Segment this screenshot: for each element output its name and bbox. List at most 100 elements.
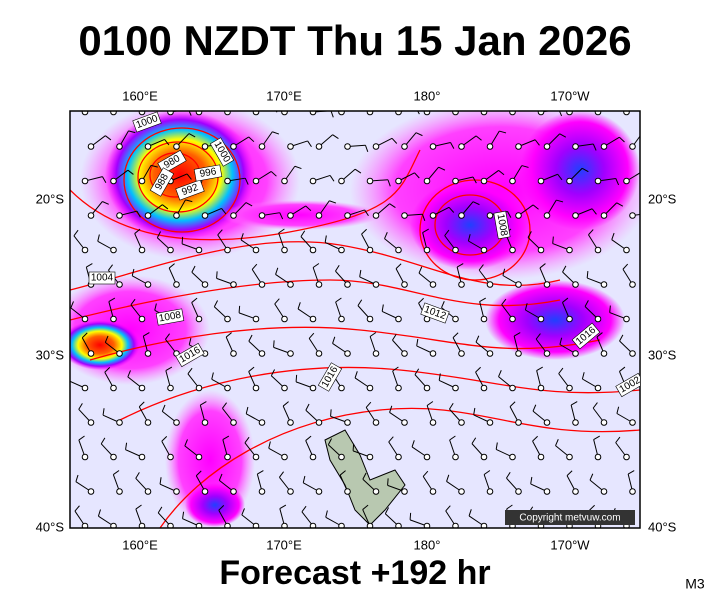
wind-barb-tick bbox=[581, 167, 589, 173]
wind-barb-tick bbox=[422, 228, 429, 233]
wind-station bbox=[230, 281, 237, 288]
wind-station bbox=[594, 177, 602, 185]
wind-barb-tick bbox=[188, 133, 196, 138]
wind-barb-tick bbox=[94, 96, 101, 98]
copyright: Copyright metvuw.com bbox=[519, 513, 620, 524]
wind-station bbox=[173, 419, 180, 426]
wind-station bbox=[629, 281, 636, 288]
wind-station bbox=[366, 522, 374, 528]
wind-barb-tick bbox=[499, 130, 507, 134]
title: 0100 NZDT Thu 15 Jan 2026 bbox=[78, 17, 631, 64]
wind-barb-tick bbox=[305, 403, 310, 411]
wind-station bbox=[258, 488, 266, 495]
wind-station bbox=[230, 143, 237, 150]
wind-barb-tick bbox=[616, 406, 620, 414]
wind-station bbox=[167, 453, 174, 461]
wind-station bbox=[452, 177, 459, 185]
wind-station bbox=[395, 246, 402, 254]
isobar-label: 1004 bbox=[88, 271, 116, 285]
isobar-label-box bbox=[420, 302, 450, 324]
wind-barb-tick bbox=[506, 504, 513, 510]
wind-station bbox=[309, 522, 317, 528]
wind-barb-tick bbox=[302, 475, 306, 483]
wind-station bbox=[224, 453, 231, 461]
wind-barb-tick bbox=[609, 305, 611, 313]
wind-barb-tick bbox=[592, 402, 598, 409]
wind-barb-tick bbox=[297, 302, 301, 310]
wind-station bbox=[372, 143, 380, 150]
wind-barb-tick bbox=[586, 271, 589, 279]
wind-station bbox=[537, 111, 545, 116]
wind-barb-tick bbox=[414, 368, 420, 375]
wind-barb-tick bbox=[592, 143, 597, 151]
wind-barb-tick bbox=[593, 435, 600, 440]
wind-barb-tick bbox=[364, 209, 369, 217]
wind-barb-tick bbox=[615, 178, 620, 186]
wind-barb-tick bbox=[365, 401, 372, 408]
wind-station bbox=[452, 111, 459, 116]
wind-station bbox=[566, 177, 573, 185]
wind-station bbox=[81, 453, 89, 461]
wind-barb-tick bbox=[449, 402, 454, 410]
wind-station bbox=[372, 488, 380, 495]
wind-barb-tick bbox=[335, 297, 342, 303]
wind-barb-tick bbox=[521, 165, 529, 168]
wind-barb-tick bbox=[221, 208, 227, 215]
wind-station bbox=[252, 315, 260, 323]
wind-station bbox=[429, 281, 437, 288]
map-frame bbox=[69, 110, 641, 529]
wind-station bbox=[252, 453, 260, 461]
wind-barb-tick bbox=[156, 231, 162, 238]
wind-barb-tick bbox=[312, 263, 320, 268]
wind-barb-tick bbox=[135, 504, 142, 510]
wind-station bbox=[173, 212, 180, 219]
wind-barb-tick bbox=[501, 298, 507, 305]
wind-station bbox=[423, 246, 431, 254]
wind-station bbox=[543, 350, 551, 357]
wind-station bbox=[116, 281, 123, 288]
wind-station bbox=[452, 522, 459, 528]
wind-barb-tick bbox=[138, 401, 145, 408]
wind-barb-tick bbox=[362, 504, 369, 510]
wind-barb-tick bbox=[562, 265, 567, 273]
wind-station bbox=[344, 212, 351, 219]
wind-station bbox=[309, 246, 317, 254]
wind-barb-tick bbox=[524, 303, 528, 311]
wind-barb-tick bbox=[446, 474, 450, 482]
isobar-label-box bbox=[193, 164, 223, 182]
wind-barb-tick bbox=[222, 435, 230, 441]
wind-barb-tick bbox=[162, 204, 169, 210]
wind-barb-tick bbox=[332, 336, 336, 344]
wind-station bbox=[173, 488, 180, 495]
wind-barb-tick bbox=[479, 297, 486, 302]
wind-station bbox=[287, 281, 294, 288]
wind-station bbox=[423, 384, 431, 392]
wind-station bbox=[543, 143, 551, 150]
wind-station bbox=[543, 212, 551, 219]
isobar-label-box bbox=[88, 271, 116, 285]
wind-barb-tick bbox=[134, 228, 141, 234]
wind-station bbox=[224, 111, 231, 116]
wind-station bbox=[566, 246, 573, 254]
wind-station bbox=[110, 384, 117, 392]
model-label: M3 bbox=[685, 576, 705, 592]
wind-station bbox=[537, 384, 545, 392]
wind-barb-tick bbox=[650, 213, 653, 219]
wind-station bbox=[81, 522, 89, 528]
wind-station bbox=[486, 143, 494, 150]
wind-barb-tick bbox=[643, 132, 650, 134]
wind-station bbox=[224, 246, 231, 254]
wind-barb-tick bbox=[248, 136, 255, 143]
wind-station bbox=[173, 143, 180, 150]
wind-barb-tick bbox=[335, 264, 340, 272]
wind-station bbox=[572, 212, 579, 219]
isobar-label: 1008 bbox=[155, 308, 185, 326]
wind-station bbox=[338, 177, 345, 185]
wind-barb-tick bbox=[272, 131, 280, 135]
wind-barb-tick bbox=[191, 265, 196, 273]
lon-label-bottom: 170°E bbox=[266, 537, 302, 552]
wind-station bbox=[195, 522, 203, 528]
wind-station bbox=[281, 384, 288, 392]
wind-station bbox=[509, 246, 516, 254]
wind-station bbox=[144, 350, 152, 357]
